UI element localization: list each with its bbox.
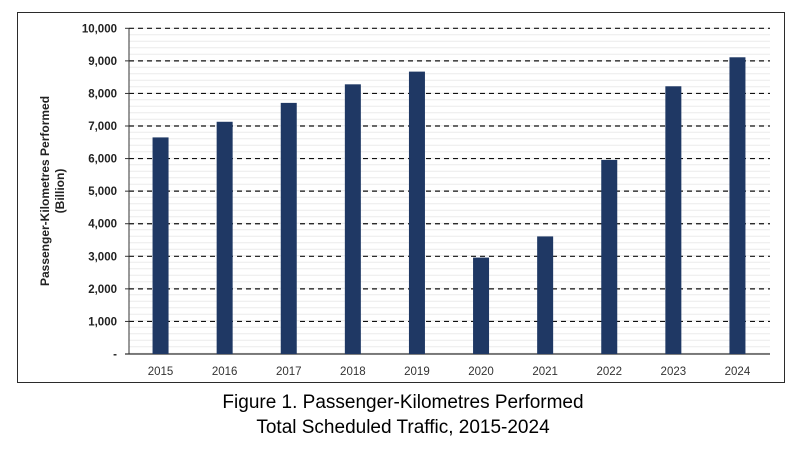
x-tick-label: 2017 bbox=[276, 366, 302, 378]
y-tick-label: 1,000 bbox=[88, 316, 117, 328]
bar-chart: - 1,000 2,000 3,000 4,000 5,000 6,000 7,000 8,00… bbox=[38, 23, 770, 378]
bar-2015 bbox=[152, 137, 169, 354]
bar-2024 bbox=[729, 57, 746, 355]
x-tick-label: 2022 bbox=[596, 366, 622, 378]
x-tick-label: 2019 bbox=[404, 366, 430, 378]
y-tick-label: 2,000 bbox=[88, 284, 117, 296]
bar-2020 bbox=[473, 257, 490, 354]
x-tick-label: 2020 bbox=[468, 366, 494, 378]
bar-2017 bbox=[280, 102, 297, 354]
x-tick-label: 2021 bbox=[532, 366, 558, 378]
x-tick-label: 2015 bbox=[148, 366, 174, 378]
y-tick-label: 10,000 bbox=[82, 23, 117, 35]
figure-caption-line1: Figure 1. Passenger-Kilometres Performed bbox=[222, 392, 584, 413]
bar-2018 bbox=[344, 84, 361, 354]
bar-2021 bbox=[537, 236, 554, 354]
y-axis-label: Passenger-Kilometres Performed bbox=[38, 96, 52, 286]
x-tick-label: 2018 bbox=[340, 366, 366, 378]
y-tick-label: 4,000 bbox=[88, 219, 117, 231]
bar-2022 bbox=[601, 159, 618, 354]
chart-frame bbox=[17, 12, 785, 383]
bar-2023 bbox=[665, 86, 682, 354]
bar-2016 bbox=[216, 121, 233, 354]
y-axis-unit-label: (Billion) bbox=[53, 169, 67, 214]
y-tick-label: 6,000 bbox=[88, 154, 117, 166]
x-tick-label: 2024 bbox=[725, 366, 751, 378]
x-tick-label: 2023 bbox=[661, 366, 687, 378]
y-tick-label: - bbox=[113, 349, 117, 361]
y-tick-label: 3,000 bbox=[88, 251, 117, 263]
figure-caption-line2: Total Scheduled Traffic, 2015-2024 bbox=[256, 417, 550, 438]
x-tick-label: 2016 bbox=[212, 366, 238, 378]
y-tick-label: 9,000 bbox=[88, 56, 117, 68]
y-tick-label: 8,000 bbox=[88, 88, 117, 100]
bar-2019 bbox=[408, 71, 425, 354]
y-tick-label: 5,000 bbox=[88, 186, 117, 198]
y-tick-label: 7,000 bbox=[88, 121, 117, 133]
